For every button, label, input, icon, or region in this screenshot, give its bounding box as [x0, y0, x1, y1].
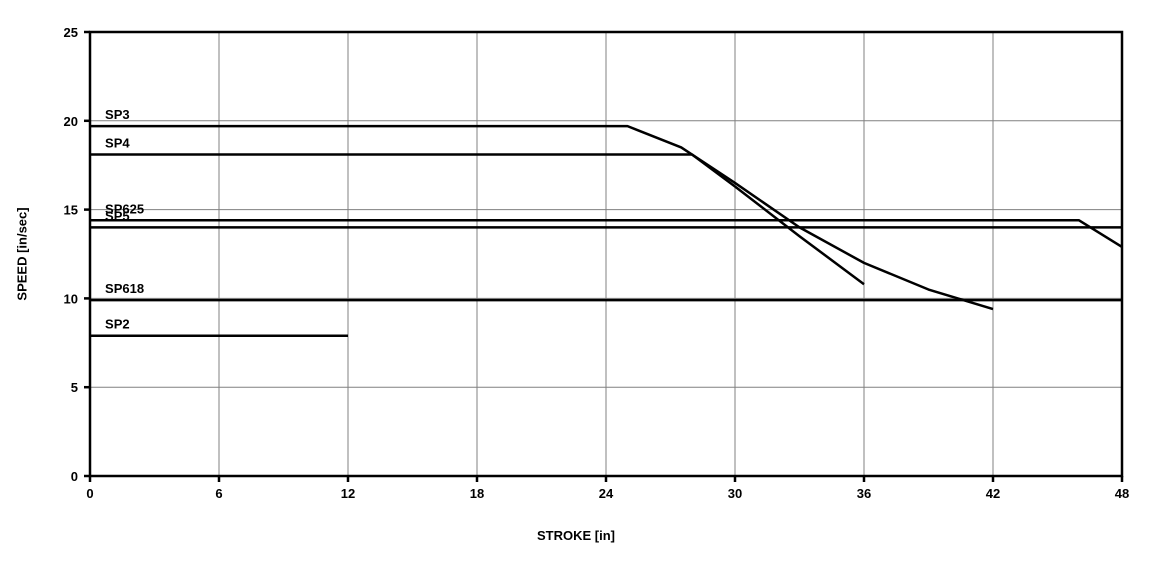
chart-bg: [0, 0, 1152, 576]
series-label-SP2: SP2: [105, 317, 130, 332]
series-label-SP4: SP4: [105, 136, 130, 151]
y-tick-label: 10: [64, 291, 78, 306]
y-axis-label: SPEED [in/sec]: [15, 207, 30, 300]
x-tick-label: 30: [728, 486, 742, 501]
x-tick-label: 12: [341, 486, 355, 501]
series-label-SP618: SP618: [105, 281, 144, 296]
y-tick-label: 25: [64, 25, 78, 40]
x-tick-label: 48: [1115, 486, 1129, 501]
y-tick-label: 20: [64, 114, 78, 129]
x-tick-label: 24: [599, 486, 614, 501]
x-axis-label: STROKE [in]: [0, 528, 1152, 543]
series-label-SP3: SP3: [105, 107, 130, 122]
x-tick-label: 0: [86, 486, 93, 501]
chart-stage: SPEED [in/sec] 0612182430364248051015202…: [0, 0, 1152, 576]
series-label-SP5: SP5: [105, 208, 130, 223]
y-tick-label: 15: [64, 203, 78, 218]
x-tick-label: 18: [470, 486, 484, 501]
y-tick-label: 0: [71, 469, 78, 484]
speed-vs-stroke-chart: 06121824303642480510152025SP3SP4SP625SP5…: [0, 0, 1152, 576]
y-tick-label: 5: [71, 380, 78, 395]
x-tick-label: 36: [857, 486, 871, 501]
x-tick-label: 6: [215, 486, 222, 501]
x-tick-label: 42: [986, 486, 1000, 501]
